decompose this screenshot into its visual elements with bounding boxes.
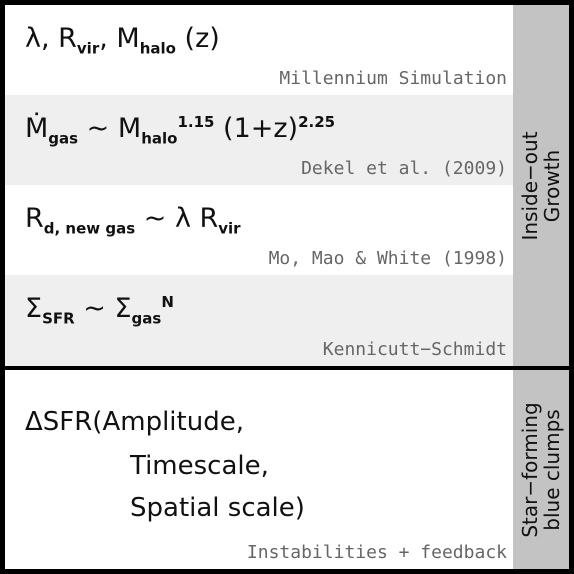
label-line: Star−forming xyxy=(518,401,542,538)
subscript: halo xyxy=(141,129,178,148)
formula-text: Ṁ xyxy=(25,113,49,144)
reference: Dekel et al. (2009) xyxy=(301,158,507,179)
superscript: 2.25 xyxy=(298,113,336,131)
formula-text: Σ xyxy=(25,293,43,324)
side-label: Star−forming blue clumps xyxy=(518,401,564,538)
clump-line: ΔSFR(Amplitude, xyxy=(25,407,244,437)
subscript: vir xyxy=(218,219,241,238)
reference: Instabilities + feedback xyxy=(246,542,507,563)
reference: Mo, Mao & White (1998) xyxy=(268,248,507,269)
subscript: vir xyxy=(76,39,100,58)
subscript: gas xyxy=(48,129,79,148)
formula-text: ~ M xyxy=(78,113,142,144)
formula-text: , M xyxy=(99,23,140,54)
side-label: Inside−out Growth xyxy=(518,130,564,241)
formula: λ, Rvir, Mhalo (z) xyxy=(25,23,220,57)
formula-text: R xyxy=(25,203,44,234)
clump-line: Timescale, xyxy=(130,451,269,481)
reference: Millennium Simulation xyxy=(279,68,507,89)
subscript: SFR xyxy=(42,309,75,328)
label-line: Inside−out xyxy=(518,130,542,241)
reference: Kennicutt−Schmidt xyxy=(322,339,507,360)
superscript: N xyxy=(161,293,174,311)
formula-text: (z) xyxy=(175,23,220,54)
label-line: Growth xyxy=(540,149,564,222)
row: Rd, new gas ~ λ Rvir Mo, Mao & White (199… xyxy=(5,185,513,275)
label-line: blue clumps xyxy=(540,408,564,531)
subscript: d, new gas xyxy=(43,219,136,238)
formula: Ṁgas ~ Mhalo1.15 (1+z)2.25 xyxy=(25,113,335,147)
side-column: Star−forming blue clumps xyxy=(513,370,569,569)
divider xyxy=(5,366,569,370)
formula-text: λ, R xyxy=(25,23,77,54)
formula-text: ~ Σ xyxy=(74,293,132,324)
formula: Rd, new gas ~ λ Rvir xyxy=(25,203,241,237)
formula-text: ~ λ R xyxy=(135,203,219,234)
formula-text: (1+z) xyxy=(214,113,299,144)
subscript: halo xyxy=(139,39,176,58)
subscript: gas xyxy=(131,309,162,328)
side-column: Inside−out Growth xyxy=(513,5,569,366)
clump-line: Spatial scale) xyxy=(130,493,305,523)
superscript: 1.15 xyxy=(177,113,215,131)
formula: ΣSFR ~ ΣgasN xyxy=(25,293,174,327)
row: ΣSFR ~ ΣgasN Kennicutt−Schmidt xyxy=(5,275,513,366)
row: Ṁgas ~ Mhalo1.15 (1+z)2.25 Dekel et al. (… xyxy=(5,95,513,185)
row: λ, Rvir, Mhalo (z) Millennium Simulation xyxy=(5,5,513,95)
